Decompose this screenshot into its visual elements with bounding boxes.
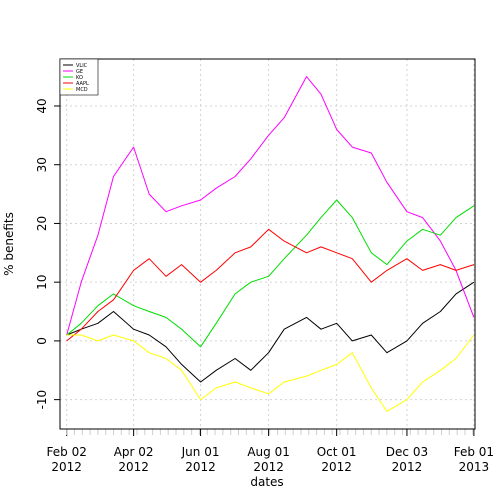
y-axis: -10 0 10 20 30 40	[35, 98, 60, 409]
x-tick-year: 2013	[459, 460, 490, 474]
series-line-mcd	[66, 334, 475, 412]
y-axis-title: % benefits	[2, 212, 16, 276]
x-tick-year: 2012	[51, 460, 82, 474]
legend-label: MCD	[76, 87, 88, 93]
x-tick-label: Jun 01	[181, 445, 220, 459]
x-tick-label: Apr 02	[114, 445, 154, 459]
x-tick-year: 2012	[185, 460, 216, 474]
x-tick-year: 2012	[253, 460, 284, 474]
legend-label: VLIC	[76, 63, 88, 69]
x-tick-label: Feb 01	[454, 445, 494, 459]
y-tick-label: 30	[35, 157, 49, 172]
x-tick-label: Dec 03	[386, 445, 428, 459]
plot-frame	[59, 58, 476, 430]
x-tick-year: 2012	[392, 460, 423, 474]
y-tick-label: 40	[35, 98, 49, 113]
legend-label: AAPL	[76, 81, 89, 87]
y-tick-label: 20	[35, 216, 49, 231]
x-tick-year: 2012	[321, 460, 352, 474]
legend-label: GE	[76, 69, 83, 75]
series-line-ge	[66, 76, 475, 336]
grid-lines	[60, 59, 475, 429]
x-tick-label: Aug 01	[247, 445, 290, 459]
x-axis-title: dates	[250, 475, 283, 489]
series-line-aapl	[66, 228, 475, 342]
y-tick-label: 0	[35, 337, 49, 345]
series-line-vlic	[66, 281, 475, 383]
series-line-ko	[66, 199, 475, 348]
series-lines	[66, 76, 475, 412]
y-tick-label: -10	[35, 390, 49, 410]
x-tick-year: 2012	[118, 460, 149, 474]
x-tick-label: Feb 02	[47, 445, 87, 459]
x-tick-label: Oct 01	[317, 445, 357, 459]
legend-label: KO	[76, 75, 83, 81]
y-tick-label: 10	[35, 275, 49, 290]
